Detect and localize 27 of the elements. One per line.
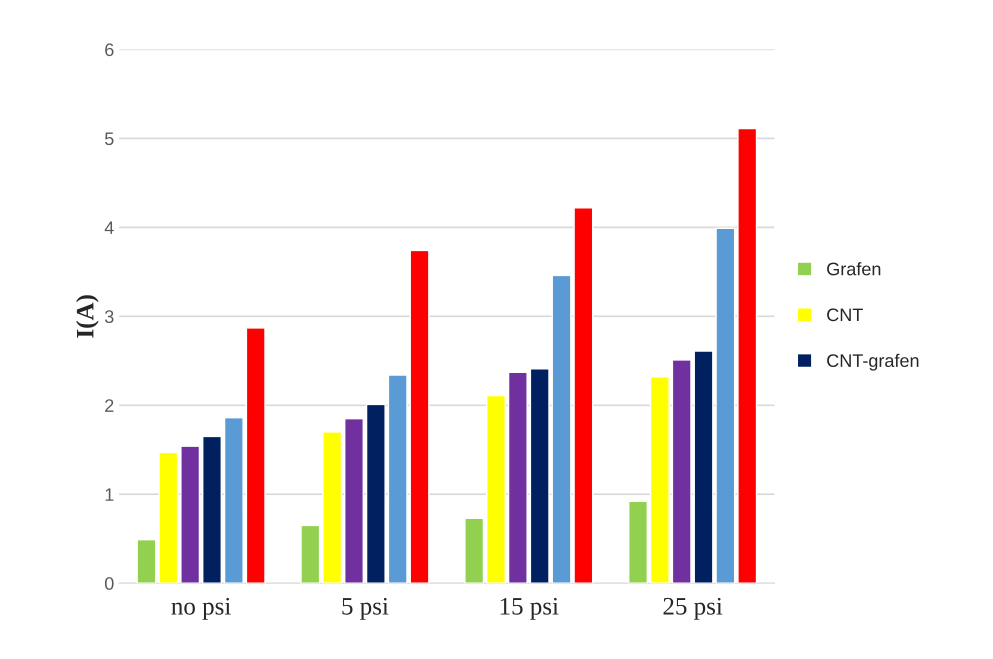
x-tick-label: 15 psi [500, 598, 559, 620]
x-tick-label: 25 psi [664, 598, 722, 620]
bar [410, 250, 430, 584]
bar [202, 436, 222, 584]
bar [552, 274, 572, 584]
bar [573, 207, 594, 584]
bar [486, 394, 506, 584]
bar [628, 500, 648, 584]
x-tick-label: no psi [171, 598, 231, 620]
bar [136, 538, 156, 584]
y-tick-label: 3 [104, 310, 114, 324]
bar [344, 418, 364, 584]
legend-label: CNT-grafen [827, 354, 918, 371]
bar [464, 518, 484, 584]
bar [694, 350, 714, 584]
y-tick-label: 1 [106, 488, 114, 501]
y-tick-label: 2 [105, 399, 114, 412]
bar [715, 228, 736, 584]
legend-label: CNT [827, 308, 863, 322]
x-tick-label: 5 psi [342, 598, 388, 620]
y-tick-label: 5 [104, 132, 114, 146]
y-tick-label: 6 [105, 43, 114, 56]
y-tick-label: 4 [104, 221, 114, 234]
y-axis-title: I(A) [76, 295, 99, 338]
bar [737, 128, 758, 584]
y-tick-label: 0 [104, 577, 114, 590]
legend-label: Grafen [827, 262, 880, 276]
